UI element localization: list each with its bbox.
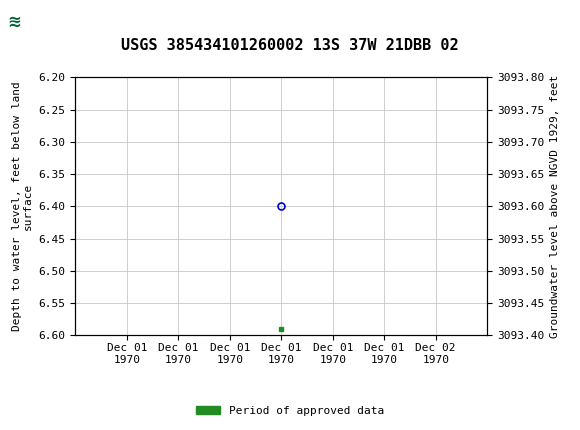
Text: USGS: USGS xyxy=(41,12,96,31)
Legend: Period of approved data: Period of approved data xyxy=(191,401,389,420)
Text: ≋: ≋ xyxy=(8,12,21,31)
Text: USGS 385434101260002 13S 37W 21DBB 02: USGS 385434101260002 13S 37W 21DBB 02 xyxy=(121,38,459,52)
Y-axis label: Groundwater level above NGVD 1929, feet: Groundwater level above NGVD 1929, feet xyxy=(550,75,560,338)
Y-axis label: Depth to water level, feet below land
surface: Depth to water level, feet below land su… xyxy=(12,82,33,331)
Bar xyxy=(6,6,38,37)
